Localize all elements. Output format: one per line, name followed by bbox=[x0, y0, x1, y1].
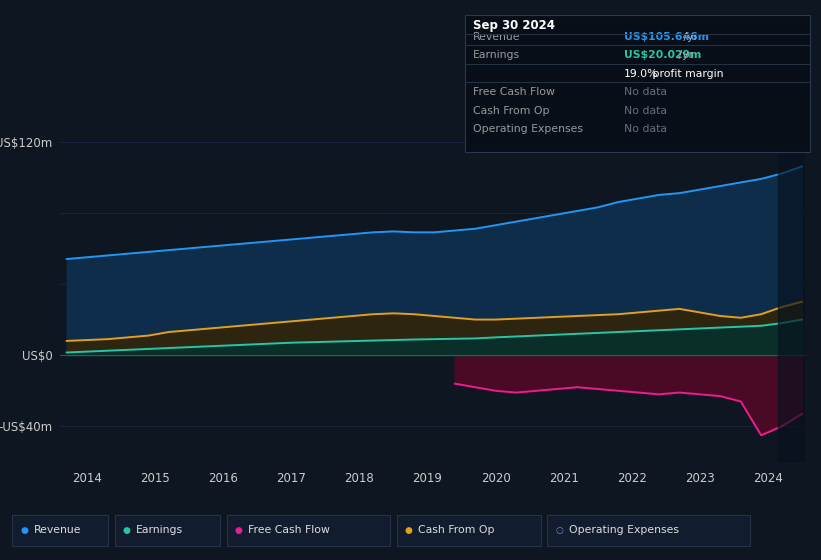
Text: Revenue: Revenue bbox=[473, 32, 521, 42]
Text: No data: No data bbox=[624, 87, 667, 97]
Text: No data: No data bbox=[624, 124, 667, 134]
Text: Revenue: Revenue bbox=[34, 525, 81, 535]
Text: US$105.646m: US$105.646m bbox=[624, 32, 709, 42]
Text: ●: ● bbox=[235, 526, 243, 535]
Bar bbox=[778, 115, 815, 462]
Text: ●: ● bbox=[21, 526, 29, 535]
Text: profit margin: profit margin bbox=[649, 69, 723, 79]
Text: Free Cash Flow: Free Cash Flow bbox=[248, 525, 330, 535]
Text: ●: ● bbox=[405, 526, 413, 535]
Text: /yr: /yr bbox=[680, 32, 698, 42]
Text: Operating Expenses: Operating Expenses bbox=[473, 124, 583, 134]
Text: Cash From Op: Cash From Op bbox=[473, 106, 550, 116]
Text: No data: No data bbox=[624, 106, 667, 116]
Text: Free Cash Flow: Free Cash Flow bbox=[473, 87, 555, 97]
Text: ○: ○ bbox=[556, 526, 563, 535]
Text: ●: ● bbox=[123, 526, 131, 535]
Text: US$20.029m: US$20.029m bbox=[624, 50, 701, 60]
Text: /yr: /yr bbox=[675, 50, 693, 60]
Text: Earnings: Earnings bbox=[473, 50, 521, 60]
Text: Operating Expenses: Operating Expenses bbox=[569, 525, 679, 535]
Text: Earnings: Earnings bbox=[136, 525, 183, 535]
Text: Cash From Op: Cash From Op bbox=[418, 525, 494, 535]
Text: 19.0%: 19.0% bbox=[624, 69, 658, 79]
Text: Sep 30 2024: Sep 30 2024 bbox=[473, 18, 555, 32]
